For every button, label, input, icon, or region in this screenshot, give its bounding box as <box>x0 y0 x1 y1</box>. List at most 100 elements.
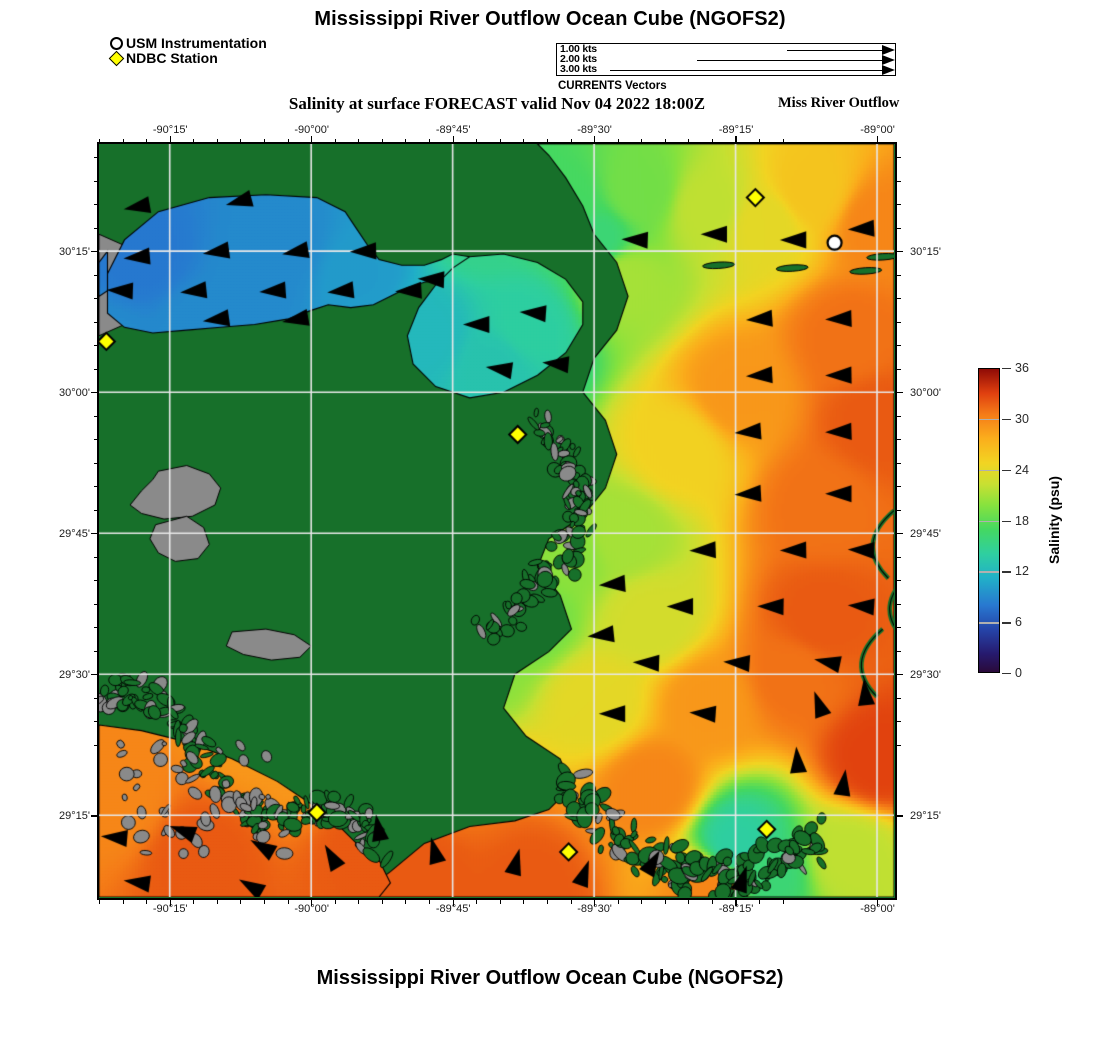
colorbar-tick <box>1002 622 1011 623</box>
lat-minor-tick <box>94 463 98 464</box>
lon-minor-tick <box>240 139 241 143</box>
lat-minor-tick <box>897 439 901 440</box>
lon-minor-tick <box>358 139 359 143</box>
lon-minor-tick <box>712 900 713 904</box>
lat-minor-tick <box>94 486 98 487</box>
lat-minor-tick <box>897 651 901 652</box>
lat-minor-tick <box>897 392 901 393</box>
lon-minor-tick <box>146 900 147 904</box>
lon-minor-tick <box>405 139 406 143</box>
forecast-subtitle: Salinity at surface FORECAST valid Nov 0… <box>97 94 897 114</box>
lat-major-tick <box>91 815 97 816</box>
lon-minor-tick <box>736 139 737 143</box>
lat-minor-tick <box>94 510 98 511</box>
lon-minor-tick <box>335 900 336 904</box>
lon-minor-tick <box>594 900 595 904</box>
map-raster <box>99 144 894 897</box>
colorbar-tick-label: 0 <box>1015 666 1022 680</box>
lat-minor-tick <box>897 204 901 205</box>
lon-minor-tick <box>193 900 194 904</box>
lat-minor-tick <box>897 721 901 722</box>
lon-minor-tick <box>476 900 477 904</box>
lat-tick-label-right: 29°15' <box>910 810 941 822</box>
lon-minor-tick <box>500 139 501 143</box>
footer-title: Mississippi River Outflow Ocean Cube (NG… <box>0 967 1100 990</box>
lat-minor-tick <box>94 369 98 370</box>
lat-minor-tick <box>897 486 901 487</box>
lon-minor-tick <box>170 900 171 904</box>
lon-minor-tick <box>288 900 289 904</box>
lon-minor-tick <box>618 139 619 143</box>
colorbar-tick <box>1002 470 1011 471</box>
lon-minor-tick <box>618 900 619 904</box>
lon-tick-label-top: -90°00' <box>294 124 329 136</box>
lon-minor-tick <box>382 900 383 904</box>
colorbar-tick-label: 30 <box>1015 412 1029 426</box>
lat-tick-label-right: 30°15' <box>910 246 941 258</box>
lat-minor-tick <box>897 698 901 699</box>
miss-river-outflow-label: Miss River Outflow <box>778 95 899 112</box>
lat-minor-tick <box>94 228 98 229</box>
lon-major-tick <box>877 900 878 906</box>
legend-item-usm: USM Instrumentation <box>110 36 267 51</box>
lon-minor-tick <box>170 139 171 143</box>
lat-minor-tick <box>897 345 901 346</box>
lon-minor-tick <box>476 139 477 143</box>
lon-minor-tick <box>688 139 689 143</box>
lon-minor-tick <box>382 139 383 143</box>
lat-tick-label-right: 29°30' <box>910 669 941 681</box>
lon-minor-tick <box>547 139 548 143</box>
lat-minor-tick <box>94 251 98 252</box>
lon-tick-label-top: -89°30' <box>577 124 612 136</box>
lon-tick-label-top: -89°00' <box>860 124 895 136</box>
lon-minor-tick <box>453 139 454 143</box>
lat-minor-tick <box>897 533 901 534</box>
lon-minor-tick <box>358 900 359 904</box>
lat-minor-tick <box>897 322 901 323</box>
lon-minor-tick <box>264 139 265 143</box>
lon-tick-label-top: -89°45' <box>436 124 471 136</box>
lat-minor-tick <box>94 721 98 722</box>
salinity-map[interactable] <box>97 142 897 900</box>
lon-major-tick <box>877 136 878 142</box>
lon-minor-tick <box>335 139 336 143</box>
lat-minor-tick <box>94 345 98 346</box>
legend-label-ndbc: NDBC Station <box>126 51 218 66</box>
lat-minor-tick <box>94 745 98 746</box>
lon-minor-tick <box>453 900 454 904</box>
lon-minor-tick <box>99 139 100 143</box>
colorbar-tick <box>1002 419 1011 420</box>
colorbar-tick-label: 6 <box>1015 615 1022 629</box>
lat-minor-tick <box>897 580 901 581</box>
vector-scale-arrowhead-3 <box>882 65 895 75</box>
lon-minor-tick <box>146 139 147 143</box>
lon-minor-tick <box>288 139 289 143</box>
lon-minor-tick <box>783 139 784 143</box>
lon-minor-tick <box>547 900 548 904</box>
lon-minor-tick <box>429 900 430 904</box>
lon-minor-tick <box>641 139 642 143</box>
lat-minor-tick <box>94 651 98 652</box>
vector-scale-label-3: 3.00 kts <box>560 64 597 75</box>
colorbar-tick-label: 24 <box>1015 463 1029 477</box>
colorbar-inner-line <box>979 419 999 421</box>
lat-minor-tick <box>94 204 98 205</box>
lat-minor-tick <box>94 298 98 299</box>
lat-minor-tick <box>94 416 98 417</box>
lat-minor-tick <box>94 580 98 581</box>
lat-minor-tick <box>94 604 98 605</box>
lon-minor-tick <box>571 139 572 143</box>
lon-minor-tick <box>500 900 501 904</box>
lat-tick-label-left: 29°30' <box>30 669 90 681</box>
lat-minor-tick <box>897 627 901 628</box>
lon-minor-tick <box>429 139 430 143</box>
legend-item-ndbc: NDBC Station <box>110 51 267 66</box>
lon-minor-tick <box>523 139 524 143</box>
lat-minor-tick <box>897 275 901 276</box>
lat-minor-tick <box>94 627 98 628</box>
lon-minor-tick <box>712 139 713 143</box>
colorbar-inner-line <box>979 571 999 573</box>
lon-minor-tick <box>594 139 595 143</box>
lon-minor-tick <box>311 900 312 904</box>
lon-minor-tick <box>240 900 241 904</box>
